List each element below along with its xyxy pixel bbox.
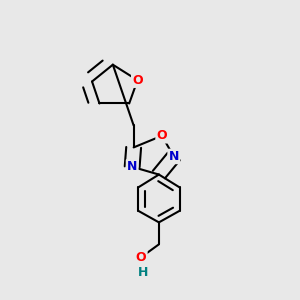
Text: O: O <box>132 74 143 87</box>
Text: O: O <box>136 251 146 264</box>
Text: N: N <box>127 160 137 173</box>
Text: H: H <box>138 266 148 279</box>
Text: O: O <box>157 129 167 142</box>
Text: N: N <box>169 150 179 163</box>
